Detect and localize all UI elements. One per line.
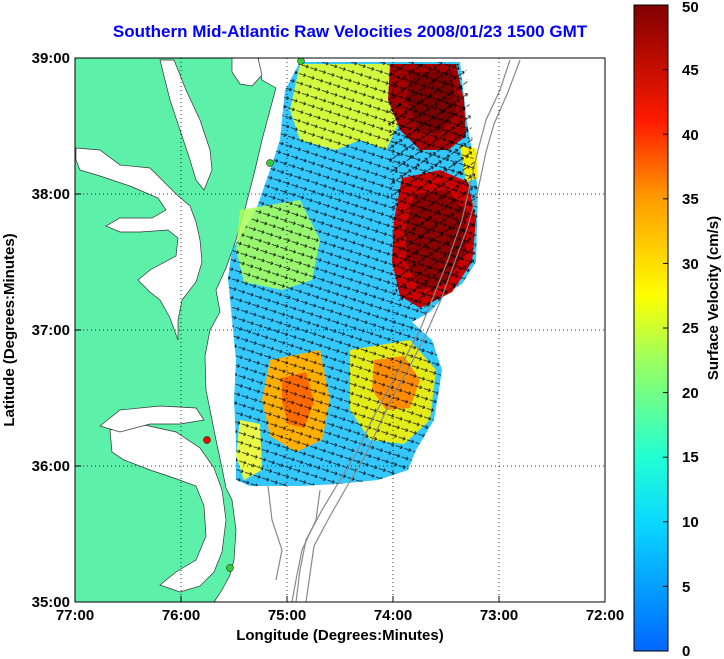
y-tick-label: 36:00 [32,458,70,475]
x-tick-label: 76:00 [162,607,200,624]
station-marker-mid [266,159,274,167]
plot-area [75,58,605,602]
delmarva-bay-top [159,59,213,191]
colorbar-tick-label: 0 [682,643,690,659]
colorbar-tick-label: 35 [682,191,699,208]
colorbar-gradient [633,4,669,652]
y-tick-label: 37:00 [32,322,70,339]
x-axis-title: Longitude (Degrees:Minutes) [236,627,444,644]
x-tick-label: 73:00 [480,607,518,624]
chesapeake-bay [75,147,203,341]
colorbar: 50 45 40 35 30 25 20 15 10 5 0 Surface V… [633,0,722,659]
pamlico-sound [109,423,227,593]
plot-title: Southern Mid-Atlantic Raw Velocities 200… [112,22,588,41]
colorbar-tick-label: 40 [682,127,699,144]
colorbar-tick-label: 15 [682,449,699,466]
colorbar-tick-label: 10 [682,514,699,531]
station-marker-south [226,564,234,572]
y-tick-label: 39:00 [32,50,70,67]
grid-lines [75,58,605,602]
delaware-bay [231,58,263,87]
x-tick-label: 75:00 [268,607,306,624]
station-marker-north [297,58,305,65]
y-tick-label: 38:00 [32,186,70,203]
x-tick-label: 72:00 [586,607,624,624]
bathymetry-contours [267,59,521,602]
x-tick-label: 74:00 [374,607,412,624]
station-marker-red [203,436,211,444]
colorbar-tick-label: 5 [682,579,690,596]
colorbar-tick-label: 45 [682,62,699,79]
y-axis-title: Latitude (Degrees:Minutes) [1,233,18,426]
colorbar-tick-label: 30 [682,256,699,273]
colorbar-tick-label: 50 [682,0,699,16]
colorbar-tick-label: 25 [682,320,699,337]
velocity-field [228,62,478,486]
x-tick-label: 77:00 [56,607,94,624]
colorbar-title: Surface Velocity (cm/s) [705,216,722,380]
y-tick-label: 35:00 [32,594,70,611]
albemarle-sound [99,405,205,433]
colorbar-tick-label: 20 [682,385,699,402]
